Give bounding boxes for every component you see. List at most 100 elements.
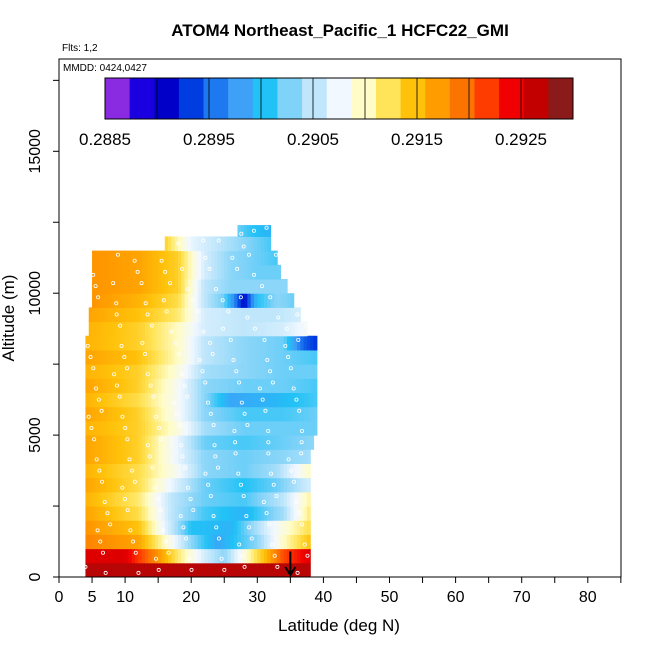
- heat-cell: [204, 364, 209, 379]
- heat-cell: [101, 520, 106, 535]
- heat-cell: [296, 364, 301, 379]
- heat-cell: [101, 378, 106, 394]
- heat-cell: [187, 293, 192, 308]
- sample-point: [272, 553, 277, 558]
- heat-cell: [260, 548, 265, 564]
- heat-cell: [207, 406, 212, 422]
- heat-cell: [257, 506, 262, 521]
- heat-cell: [144, 349, 149, 365]
- heat-cell: [310, 378, 315, 394]
- heat-cell: [184, 548, 189, 564]
- sample-point: [154, 414, 159, 419]
- heat-cell: [250, 378, 255, 394]
- heat-cell: [270, 463, 275, 479]
- heat-cell: [237, 548, 242, 564]
- heat-cell: [135, 534, 139, 550]
- heat-cell: [168, 477, 172, 493]
- heat-cell: [101, 463, 106, 479]
- heat-cell: [174, 520, 179, 535]
- heat-cell: [144, 335, 149, 351]
- heat-cell: [240, 349, 245, 365]
- sample-point: [136, 570, 141, 575]
- heat-cell: [250, 279, 255, 294]
- heat-cell: [85, 406, 90, 422]
- heat-cell: [151, 420, 156, 436]
- heat-cell: [141, 506, 146, 521]
- heat-cell: [171, 364, 176, 379]
- heat-cell: [177, 506, 182, 521]
- heat-cell: [181, 321, 186, 337]
- heat-cell: [273, 279, 278, 294]
- heat-cell: [98, 548, 103, 564]
- heat-cell: [263, 364, 268, 379]
- heat-cell: [138, 293, 143, 308]
- colorbar-swatch: [105, 78, 131, 119]
- heat-cell: [118, 534, 123, 550]
- heat-cell: [115, 463, 120, 479]
- heat-cell: [263, 378, 268, 394]
- heat-cell: [247, 236, 252, 252]
- heat-cell: [254, 435, 258, 450]
- heat-cell: [148, 463, 153, 479]
- colorbar-tick-label: 0.2925: [495, 130, 547, 149]
- heat-cell: [111, 520, 116, 535]
- heat-cell: [250, 293, 255, 308]
- heat-cell: [98, 378, 103, 394]
- heat-cell: [296, 477, 301, 493]
- heat-cell: [171, 264, 176, 280]
- heat-cell: [267, 406, 272, 422]
- heat-cell: [118, 364, 123, 379]
- heat-cell: [267, 250, 272, 266]
- heat-cell: [161, 392, 166, 408]
- heat-cell: [306, 392, 311, 408]
- heat-cell: [191, 279, 196, 294]
- heat-cell: [214, 420, 219, 436]
- heat-cell: [234, 335, 239, 351]
- heat-cell: [220, 548, 225, 564]
- heat-cell: [181, 435, 186, 450]
- sample-point: [183, 465, 188, 470]
- heat-cell: [128, 477, 133, 493]
- heat-cell: [187, 378, 192, 394]
- heat-cell: [128, 250, 133, 266]
- sample-point: [99, 408, 104, 413]
- heat-cell: [287, 349, 291, 365]
- heat-cell: [177, 463, 182, 479]
- heat-cell: [207, 378, 212, 394]
- heat-cell: [277, 279, 282, 294]
- altitude-layer: [85, 506, 311, 521]
- heat-cell: [118, 435, 123, 450]
- heat-cell: [227, 364, 232, 379]
- heat-cell: [131, 420, 136, 436]
- heat-cell: [95, 293, 100, 308]
- heat-cell: [181, 250, 186, 266]
- sample-point: [214, 525, 219, 530]
- heat-cell: [267, 491, 272, 507]
- heat-cell: [184, 420, 189, 436]
- heat-cell: [293, 435, 298, 450]
- heat-cell: [220, 463, 225, 479]
- heat-cell: [260, 307, 265, 323]
- heat-cell: [121, 364, 126, 379]
- heat-cell: [273, 449, 278, 464]
- heat-cell: [92, 364, 96, 379]
- heat-cell: [148, 250, 153, 266]
- heat-cell: [92, 534, 96, 550]
- heat-cell: [230, 364, 235, 379]
- heat-cell: [257, 293, 262, 308]
- sample-point: [274, 493, 279, 498]
- heat-cell: [283, 420, 288, 436]
- heat-cell: [217, 449, 222, 464]
- heat-cell: [270, 406, 275, 422]
- sample-point: [185, 287, 190, 292]
- heat-cell: [277, 449, 282, 464]
- heat-cell: [280, 279, 285, 294]
- chart-title: ATOM4 Northeast_Pacific_1 HCFC22_GMI: [171, 21, 509, 40]
- heat-cell: [115, 364, 120, 379]
- heat-cell: [270, 364, 275, 379]
- heat-cell: [92, 477, 96, 493]
- heat-cell: [224, 349, 229, 365]
- heat-cell: [204, 463, 209, 479]
- heat-cell: [290, 491, 295, 507]
- heat-cell: [105, 335, 110, 351]
